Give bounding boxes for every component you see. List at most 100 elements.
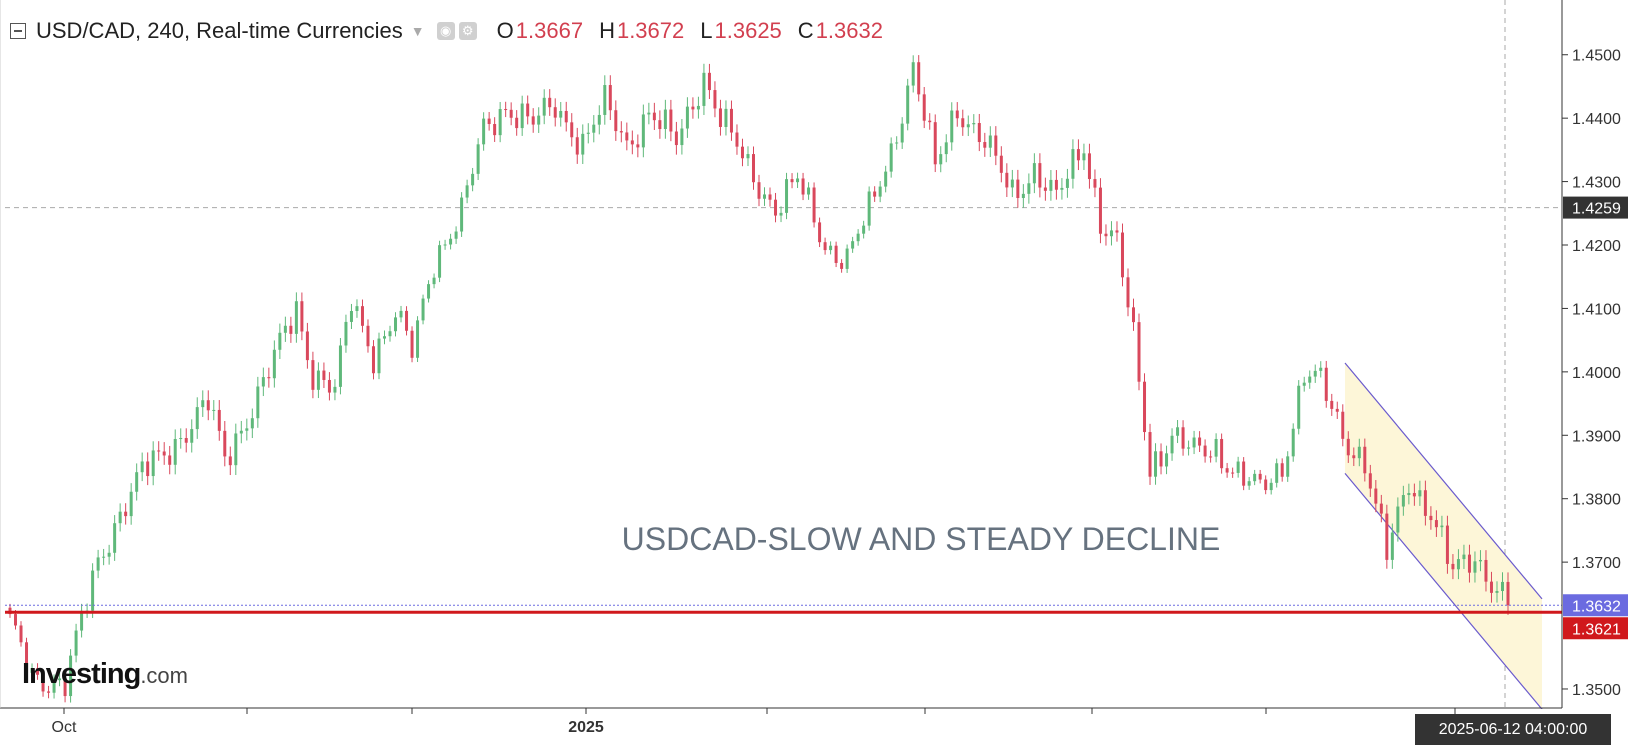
candle [1385, 504, 1389, 569]
candle-body [1071, 149, 1075, 179]
candle-body [25, 642, 29, 673]
candle [1390, 523, 1394, 569]
candle-body [377, 338, 381, 374]
candle [966, 115, 970, 137]
candle [1043, 177, 1047, 201]
support-line-label-bg [1563, 617, 1628, 640]
candle [107, 544, 111, 565]
candle [322, 362, 326, 389]
candle-body [592, 124, 596, 133]
candle-body [597, 114, 601, 125]
candle-body [1412, 493, 1416, 497]
dropdown-caret-icon[interactable]: ▼ [410, 23, 425, 39]
candle-body [785, 179, 789, 213]
candle [796, 172, 800, 188]
crosshair-label: 1.4259 [1572, 201, 1621, 218]
candle-body [91, 570, 95, 611]
candle-body [1181, 427, 1185, 449]
candle-body [696, 105, 700, 110]
candle [889, 137, 893, 178]
y-tick-label: 1.4500 [1572, 48, 1621, 65]
candle-body [107, 552, 111, 557]
candle-body [856, 233, 860, 242]
candle [1132, 298, 1135, 331]
candle [1275, 458, 1279, 488]
candle [1374, 480, 1378, 513]
candle [702, 63, 706, 115]
candle [151, 441, 155, 486]
y-tick-label: 1.4000 [1572, 365, 1621, 382]
candle-body [928, 120, 932, 123]
candle [157, 441, 161, 461]
candle-body [371, 346, 375, 374]
candle [542, 89, 546, 125]
candle [1027, 173, 1031, 204]
candle [1407, 483, 1411, 505]
candle-body [796, 178, 800, 183]
candle-body [471, 173, 475, 186]
candle [1341, 404, 1345, 447]
gear-icon[interactable]: ⚙ [458, 22, 477, 40]
candle-body [1242, 461, 1246, 486]
candle-body [1247, 481, 1251, 486]
candle [52, 674, 56, 699]
candle-body [1341, 411, 1345, 439]
candle-body [829, 245, 833, 251]
candle [691, 97, 695, 119]
candle-body [256, 386, 260, 419]
candle [300, 292, 304, 341]
candle [1203, 439, 1207, 463]
candle [1192, 430, 1196, 455]
collapse-icon[interactable] [10, 23, 26, 39]
candle-body [1170, 435, 1174, 454]
candle-body [1165, 453, 1169, 467]
candle-body [1137, 322, 1141, 382]
candle-body [146, 461, 150, 477]
candle-body [1324, 367, 1328, 401]
eye-icon[interactable]: ◉ [436, 22, 455, 40]
candle-body [184, 438, 188, 443]
candle [1500, 572, 1504, 601]
candle [360, 299, 364, 333]
x-tick-label: 2025 [568, 719, 604, 736]
candle [845, 244, 849, 273]
symbol-legend[interactable]: USD/CAD, 240, Real-time Currencies ▼ ◉ ⚙… [10, 18, 883, 44]
candle [807, 182, 811, 200]
candle [1082, 143, 1086, 170]
candle [977, 113, 981, 152]
candle [823, 237, 827, 255]
candle-body [608, 85, 612, 111]
candle-body [63, 678, 67, 697]
candle-body [1330, 400, 1334, 409]
candle-body [845, 248, 849, 269]
candle [1423, 480, 1427, 526]
logo-brand: Investing [22, 658, 141, 690]
candle-body [1374, 488, 1378, 504]
candle-body [427, 284, 431, 299]
candle-body [443, 244, 447, 246]
candle [746, 146, 750, 167]
candle-body [994, 135, 998, 156]
candle-body [988, 135, 992, 148]
candle [394, 312, 398, 337]
candle-body [69, 655, 73, 697]
candle-body [360, 306, 364, 326]
candle-body [542, 97, 546, 116]
candle-body [520, 103, 524, 129]
candle [432, 273, 436, 289]
candle-body [630, 140, 634, 145]
candle-body [718, 108, 722, 127]
candle [619, 121, 623, 143]
candle [443, 239, 447, 250]
candle-body [889, 143, 893, 172]
candle [63, 672, 67, 703]
candle-body [1076, 149, 1080, 161]
candle-body [212, 409, 216, 411]
candle [58, 672, 62, 687]
candle-body [96, 557, 100, 571]
candle-body [344, 321, 348, 346]
close-key: C [797, 18, 814, 43]
candle-body [900, 123, 904, 143]
